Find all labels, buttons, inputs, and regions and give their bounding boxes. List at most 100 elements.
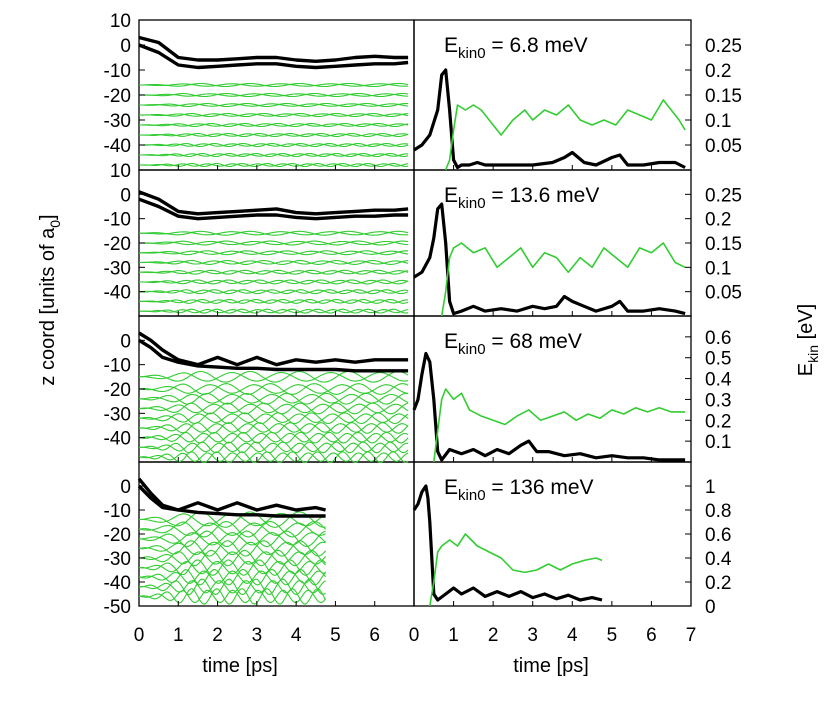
x-tick-label: 2 xyxy=(488,625,499,646)
y-tick-label: 0.25 xyxy=(705,185,742,206)
y-tick-label: 0.15 xyxy=(705,234,742,255)
substrate-layer-line xyxy=(139,163,409,167)
y-tick-label: -20 xyxy=(104,525,131,546)
x-tick-label: 4 xyxy=(291,625,302,646)
right-y-axis-label-end: [eV] xyxy=(795,304,817,345)
substrate-layer-line xyxy=(139,123,409,127)
substrate-ekin-line xyxy=(433,388,686,463)
y-tick-label: -30 xyxy=(104,404,131,425)
substrate-layer-line xyxy=(138,113,409,117)
substrate-layer-line xyxy=(138,431,409,444)
substrate-layer-line xyxy=(139,83,409,87)
y-tick-label: -20 xyxy=(104,86,131,107)
y-tick-label: -20 xyxy=(104,234,131,255)
y-tick-label: 0.3 xyxy=(705,390,731,411)
substrate-layer-line xyxy=(139,370,409,383)
y-tick-label: -40 xyxy=(104,573,131,594)
x-tick-label: 5 xyxy=(330,625,341,646)
y-tick-label: 0 xyxy=(120,331,131,352)
substrate-layer-line xyxy=(138,299,409,304)
x-tick-label: 6 xyxy=(646,625,657,646)
energy-annotation: Ekin0 = 6.8 meV xyxy=(444,34,588,62)
substrate-layer-line xyxy=(138,540,327,557)
y-tick-label: -50 xyxy=(104,597,131,618)
y-tick-label: 0.5 xyxy=(705,349,731,370)
y-tick-label: 0.25 xyxy=(705,36,742,57)
substrate-layer-line xyxy=(138,250,409,256)
substrate-layer-line xyxy=(138,279,409,285)
x-tick-label: 0 xyxy=(409,625,420,646)
y-tick-label: -40 xyxy=(104,429,131,450)
y-tick-label: 0 xyxy=(705,597,716,618)
substrate-ekin-line xyxy=(440,242,686,317)
y-tick-label: -10 xyxy=(104,501,131,522)
adsorbate-ekin-line xyxy=(412,484,603,602)
y-tick-label: 0 xyxy=(120,477,131,498)
x-tick-label: 7 xyxy=(686,625,697,646)
substrate-layer-line xyxy=(138,392,409,405)
substrate-layer-line xyxy=(138,412,409,425)
substrate-layer-line xyxy=(138,142,409,148)
energy-annotation: Ekin0 = 13.6 meV xyxy=(444,184,599,212)
substrate-layer-line xyxy=(138,289,409,294)
adsorbate-ekin-line xyxy=(413,68,686,170)
substrate-layer-line xyxy=(138,269,409,275)
y-tick-label: -40 xyxy=(104,283,131,304)
energy-annotation: Ekin0 = 68 meV xyxy=(444,330,582,358)
energy-annotation-sub: kin0 xyxy=(458,195,486,212)
substrate-layer-line xyxy=(139,279,409,285)
substrate-layer-line xyxy=(138,451,409,464)
energy-annotation-value: = 68 meV xyxy=(486,330,582,353)
energy-annotation-value: = 136 meV xyxy=(486,476,594,499)
x-tick-label: 2 xyxy=(212,625,223,646)
substrate-layer-line xyxy=(138,393,409,404)
adsorbate-atom-2-line xyxy=(138,338,409,373)
energy-annotation-symbol: E xyxy=(444,34,458,57)
substrate-layer-line xyxy=(138,530,326,548)
y-tick-label: 0.4 xyxy=(705,370,732,391)
x-tick-label: 5 xyxy=(607,625,618,646)
substrate-layer-line xyxy=(138,403,409,414)
right-y-axis-label: Ekin [eV] xyxy=(795,304,821,376)
x-tick-label: 3 xyxy=(252,625,263,646)
substrate-layer-line xyxy=(139,132,409,138)
substrate-layer-line xyxy=(138,122,409,128)
y-tick-label: 0.1 xyxy=(705,111,731,132)
substrate-ekin-line xyxy=(429,533,603,607)
substrate-layer-line xyxy=(139,551,327,565)
x-axis-label-left: time [ps] xyxy=(202,655,278,677)
left-y-axis-label: z coord [units of a0] xyxy=(37,214,63,385)
adsorbate-atom-2-line xyxy=(138,197,409,221)
energy-annotation-sub: kin0 xyxy=(458,487,486,504)
substrate-layer-line xyxy=(138,442,409,453)
adsorbate-atom-1-line xyxy=(138,331,409,367)
substrate-layer-line xyxy=(139,102,409,108)
y-tick-label: 0.15 xyxy=(705,86,742,107)
right-y-axis-label-sub: kin xyxy=(805,345,821,363)
left-y-axis-label-end: ] xyxy=(37,214,59,220)
y-tick-label: 1 xyxy=(705,477,716,498)
left-y-axis-label-main: z coord [units of a xyxy=(37,227,59,386)
substrate-layer-line xyxy=(138,260,409,265)
energy-annotation-value: = 6.8 meV xyxy=(486,34,588,57)
substrate-layer-line xyxy=(138,452,409,462)
y-tick-label: 0.1 xyxy=(705,432,731,453)
substrate-layer-line xyxy=(138,383,409,395)
y-tick-label: -40 xyxy=(104,136,131,157)
substrate-layer-line xyxy=(138,240,409,246)
substrate-layer-line xyxy=(138,384,409,394)
left-y-axis-label-sub: 0 xyxy=(47,220,63,228)
y-tick-label: 0 xyxy=(120,185,131,206)
substrate-layer-line xyxy=(138,231,409,236)
energy-annotation-symbol: E xyxy=(444,330,458,353)
substrate-layer-line xyxy=(138,92,409,98)
y-tick-label: 10 xyxy=(110,11,131,32)
substrate-layer-line xyxy=(138,549,326,567)
adsorbate-atom-1-line xyxy=(137,477,327,512)
substrate-layer-line xyxy=(138,541,326,556)
adsorbate-atom-2-line xyxy=(138,43,409,70)
substrate-layer-line xyxy=(139,153,409,157)
substrate-layer-line xyxy=(138,559,327,576)
adsorbate-atom-2-line xyxy=(137,484,326,518)
